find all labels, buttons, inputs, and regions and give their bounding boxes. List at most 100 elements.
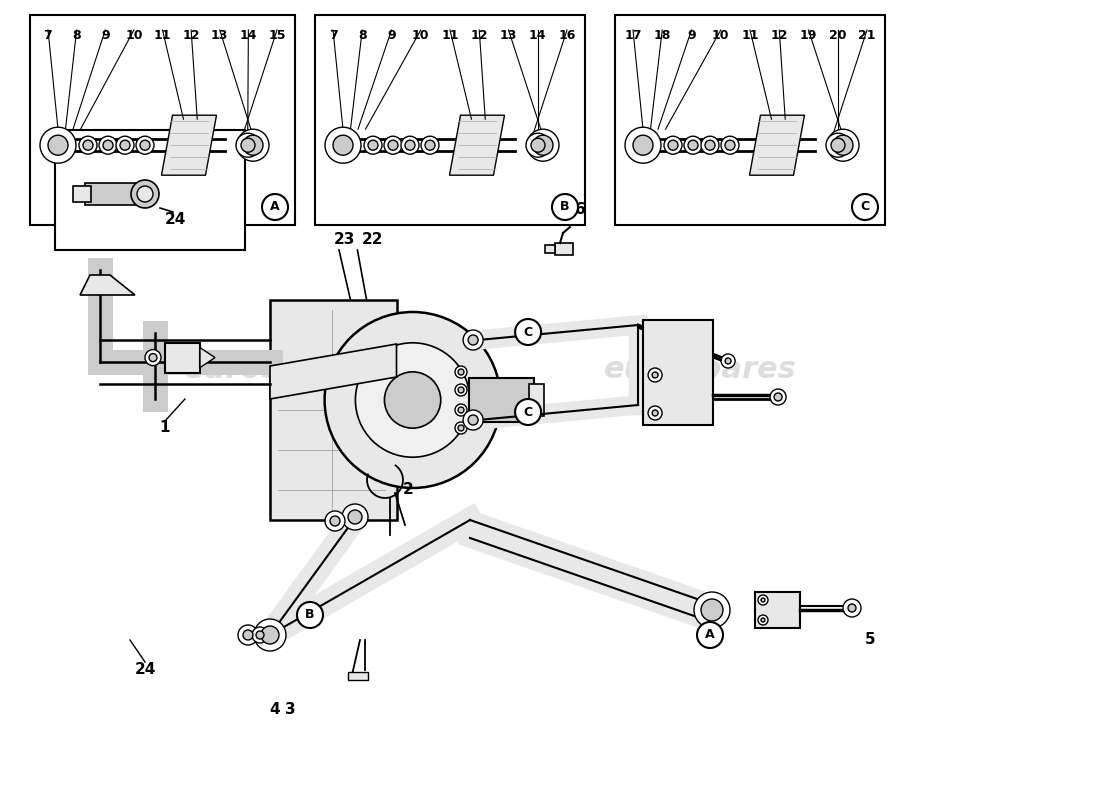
Bar: [30, 15, 295, 225]
Circle shape: [384, 372, 441, 428]
Circle shape: [701, 136, 719, 154]
Text: 9: 9: [101, 29, 110, 42]
Text: eurospares: eurospares: [88, 155, 211, 174]
Text: 12: 12: [183, 29, 200, 42]
Text: 22: 22: [362, 233, 383, 247]
Circle shape: [384, 136, 402, 154]
Text: A: A: [271, 201, 279, 214]
Text: C: C: [524, 406, 532, 418]
Circle shape: [725, 140, 735, 150]
Circle shape: [40, 127, 76, 163]
Circle shape: [463, 330, 483, 350]
Circle shape: [648, 406, 662, 420]
Circle shape: [458, 425, 464, 431]
Text: 14: 14: [240, 29, 257, 42]
Text: B: B: [306, 609, 315, 622]
Circle shape: [455, 366, 468, 378]
Circle shape: [79, 136, 97, 154]
Circle shape: [826, 134, 850, 157]
Circle shape: [843, 599, 861, 617]
Circle shape: [833, 135, 853, 155]
Polygon shape: [200, 347, 214, 368]
Text: 9: 9: [387, 29, 396, 42]
Circle shape: [469, 335, 478, 345]
Circle shape: [236, 134, 260, 157]
Circle shape: [515, 399, 541, 425]
Circle shape: [254, 619, 286, 651]
Circle shape: [668, 140, 678, 150]
Text: 24: 24: [134, 662, 156, 678]
Circle shape: [355, 342, 470, 457]
Circle shape: [405, 140, 415, 150]
Circle shape: [455, 384, 468, 396]
Circle shape: [827, 130, 859, 162]
Circle shape: [136, 136, 154, 154]
Circle shape: [368, 140, 378, 150]
Circle shape: [236, 130, 270, 162]
Circle shape: [458, 369, 464, 375]
Circle shape: [648, 368, 662, 382]
Bar: [315, 15, 585, 225]
Circle shape: [120, 140, 130, 150]
Circle shape: [455, 422, 468, 434]
Text: eurospares: eurospares: [662, 183, 838, 211]
Polygon shape: [749, 115, 804, 175]
Circle shape: [684, 136, 702, 154]
Circle shape: [720, 136, 739, 154]
Text: 10: 10: [125, 29, 143, 42]
Text: 7: 7: [329, 29, 338, 42]
Text: 2: 2: [403, 482, 414, 498]
Circle shape: [252, 627, 268, 643]
Circle shape: [515, 319, 541, 345]
Circle shape: [261, 626, 279, 644]
Circle shape: [531, 138, 544, 152]
Text: 12: 12: [770, 29, 788, 42]
Circle shape: [527, 130, 559, 162]
Text: A: A: [705, 629, 715, 642]
Circle shape: [848, 604, 856, 612]
Circle shape: [761, 598, 764, 602]
Text: 7: 7: [44, 29, 53, 42]
Circle shape: [243, 135, 263, 155]
Circle shape: [697, 622, 723, 648]
Circle shape: [705, 140, 715, 150]
Text: 17: 17: [625, 29, 641, 42]
Polygon shape: [162, 115, 217, 175]
Circle shape: [652, 410, 658, 416]
Bar: [85, 183, 145, 205]
Circle shape: [138, 186, 153, 202]
Circle shape: [458, 387, 464, 393]
Circle shape: [526, 134, 550, 157]
Circle shape: [425, 140, 435, 150]
Circle shape: [256, 631, 264, 639]
Circle shape: [148, 354, 157, 362]
Circle shape: [758, 615, 768, 625]
Text: 20: 20: [829, 29, 847, 42]
Circle shape: [421, 136, 439, 154]
Text: 16: 16: [559, 29, 575, 42]
Bar: [348, 672, 369, 680]
Circle shape: [241, 138, 255, 152]
Circle shape: [324, 312, 500, 488]
Text: C: C: [860, 201, 870, 214]
Circle shape: [82, 140, 94, 150]
Circle shape: [402, 136, 419, 154]
Text: 5: 5: [865, 633, 876, 647]
Circle shape: [243, 630, 253, 640]
Bar: [470, 378, 535, 422]
Text: 18: 18: [653, 29, 671, 42]
Circle shape: [342, 504, 369, 530]
Circle shape: [664, 136, 682, 154]
Circle shape: [722, 354, 735, 368]
Circle shape: [774, 393, 782, 401]
Text: 24: 24: [164, 213, 186, 227]
Circle shape: [116, 136, 134, 154]
Bar: [529, 384, 544, 416]
Bar: [270, 300, 396, 520]
Text: 13: 13: [211, 29, 229, 42]
Text: 23: 23: [333, 233, 354, 247]
Circle shape: [632, 135, 653, 155]
Bar: [544, 245, 556, 253]
Bar: [55, 130, 245, 250]
Circle shape: [469, 415, 478, 425]
